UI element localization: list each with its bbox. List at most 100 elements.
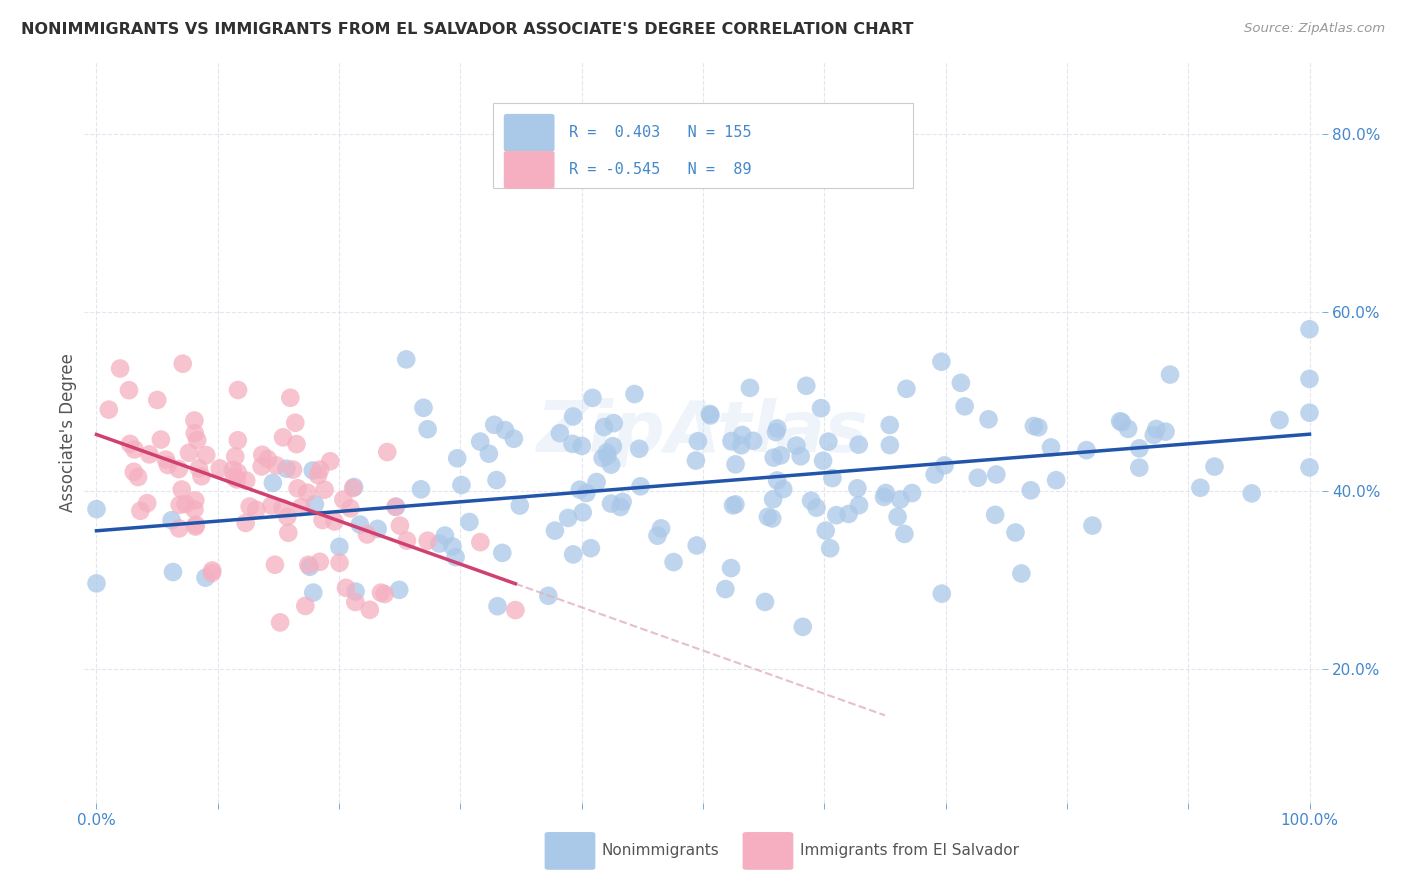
Point bbox=[772, 482, 794, 496]
Point bbox=[370, 585, 392, 599]
Point bbox=[628, 442, 651, 456]
Point bbox=[427, 536, 450, 550]
Point bbox=[129, 504, 152, 518]
Point bbox=[579, 541, 602, 556]
Point bbox=[328, 540, 350, 554]
Point bbox=[901, 486, 924, 500]
Point bbox=[505, 603, 527, 617]
Point bbox=[307, 468, 329, 483]
Point bbox=[388, 582, 411, 597]
Point bbox=[893, 527, 915, 541]
Point bbox=[170, 483, 193, 497]
Point bbox=[281, 462, 304, 476]
Point bbox=[846, 481, 869, 495]
Point bbox=[742, 434, 765, 448]
Point bbox=[446, 451, 468, 466]
Point bbox=[186, 433, 208, 447]
Point bbox=[302, 585, 325, 599]
Point bbox=[1154, 425, 1177, 439]
Point bbox=[889, 492, 911, 507]
Point bbox=[984, 508, 1007, 522]
Point bbox=[699, 407, 721, 421]
Point bbox=[108, 361, 131, 376]
Point bbox=[224, 470, 246, 484]
Point bbox=[208, 461, 231, 475]
Point bbox=[593, 420, 616, 434]
FancyBboxPatch shape bbox=[742, 832, 793, 870]
Point bbox=[235, 516, 257, 530]
Point bbox=[226, 383, 249, 397]
Point bbox=[356, 527, 378, 541]
Point bbox=[977, 412, 1000, 426]
Point bbox=[201, 564, 224, 578]
Point bbox=[86, 502, 108, 516]
Point bbox=[494, 423, 516, 437]
Point bbox=[662, 555, 685, 569]
Point bbox=[174, 497, 197, 511]
Point bbox=[252, 448, 274, 462]
Point bbox=[167, 521, 190, 535]
Point bbox=[308, 555, 330, 569]
Point bbox=[561, 437, 583, 451]
Point bbox=[502, 432, 524, 446]
Point bbox=[342, 481, 364, 495]
Point bbox=[623, 387, 645, 401]
Point bbox=[277, 525, 299, 540]
Point bbox=[1128, 460, 1150, 475]
Point bbox=[395, 352, 418, 367]
Point bbox=[886, 509, 908, 524]
Point bbox=[596, 449, 619, 463]
Point bbox=[1022, 419, 1045, 434]
FancyBboxPatch shape bbox=[503, 151, 554, 189]
Point bbox=[385, 500, 408, 514]
Point bbox=[344, 584, 367, 599]
Point bbox=[184, 517, 207, 532]
Point bbox=[441, 540, 464, 554]
Point bbox=[367, 522, 389, 536]
Point bbox=[245, 502, 267, 516]
Point bbox=[548, 426, 571, 441]
Point bbox=[810, 401, 832, 416]
Point bbox=[720, 434, 742, 448]
Text: R =  0.403   N = 155: R = 0.403 N = 155 bbox=[569, 125, 752, 140]
Text: Immigrants from El Salvador: Immigrants from El Salvador bbox=[800, 844, 1018, 858]
Point bbox=[177, 446, 200, 460]
Point bbox=[343, 480, 366, 494]
Point bbox=[1298, 322, 1320, 336]
Point bbox=[118, 437, 141, 451]
Point bbox=[172, 357, 194, 371]
Point bbox=[602, 439, 624, 453]
Point bbox=[811, 454, 834, 468]
Point bbox=[290, 500, 312, 515]
Point bbox=[592, 451, 614, 466]
Point bbox=[136, 496, 159, 510]
Point bbox=[738, 381, 761, 395]
Point bbox=[311, 513, 333, 527]
Point bbox=[374, 587, 396, 601]
Point bbox=[1019, 483, 1042, 498]
Point bbox=[269, 615, 291, 630]
Point bbox=[235, 474, 257, 488]
Point bbox=[222, 463, 245, 477]
Point bbox=[276, 509, 298, 524]
Point bbox=[924, 467, 946, 482]
Point bbox=[304, 497, 326, 511]
Point bbox=[183, 413, 205, 427]
Point bbox=[250, 459, 273, 474]
FancyBboxPatch shape bbox=[503, 114, 554, 152]
Point bbox=[817, 434, 839, 449]
Point bbox=[344, 595, 367, 609]
Point bbox=[986, 467, 1008, 482]
Point bbox=[359, 603, 381, 617]
Point bbox=[731, 428, 754, 442]
Point bbox=[1076, 443, 1098, 458]
FancyBboxPatch shape bbox=[492, 103, 914, 188]
Point bbox=[1111, 415, 1133, 429]
Point bbox=[450, 478, 472, 492]
Point bbox=[794, 378, 817, 392]
Point bbox=[848, 437, 870, 451]
Point bbox=[762, 492, 785, 507]
Point bbox=[814, 524, 837, 538]
Point bbox=[262, 475, 284, 490]
Point bbox=[146, 392, 169, 407]
